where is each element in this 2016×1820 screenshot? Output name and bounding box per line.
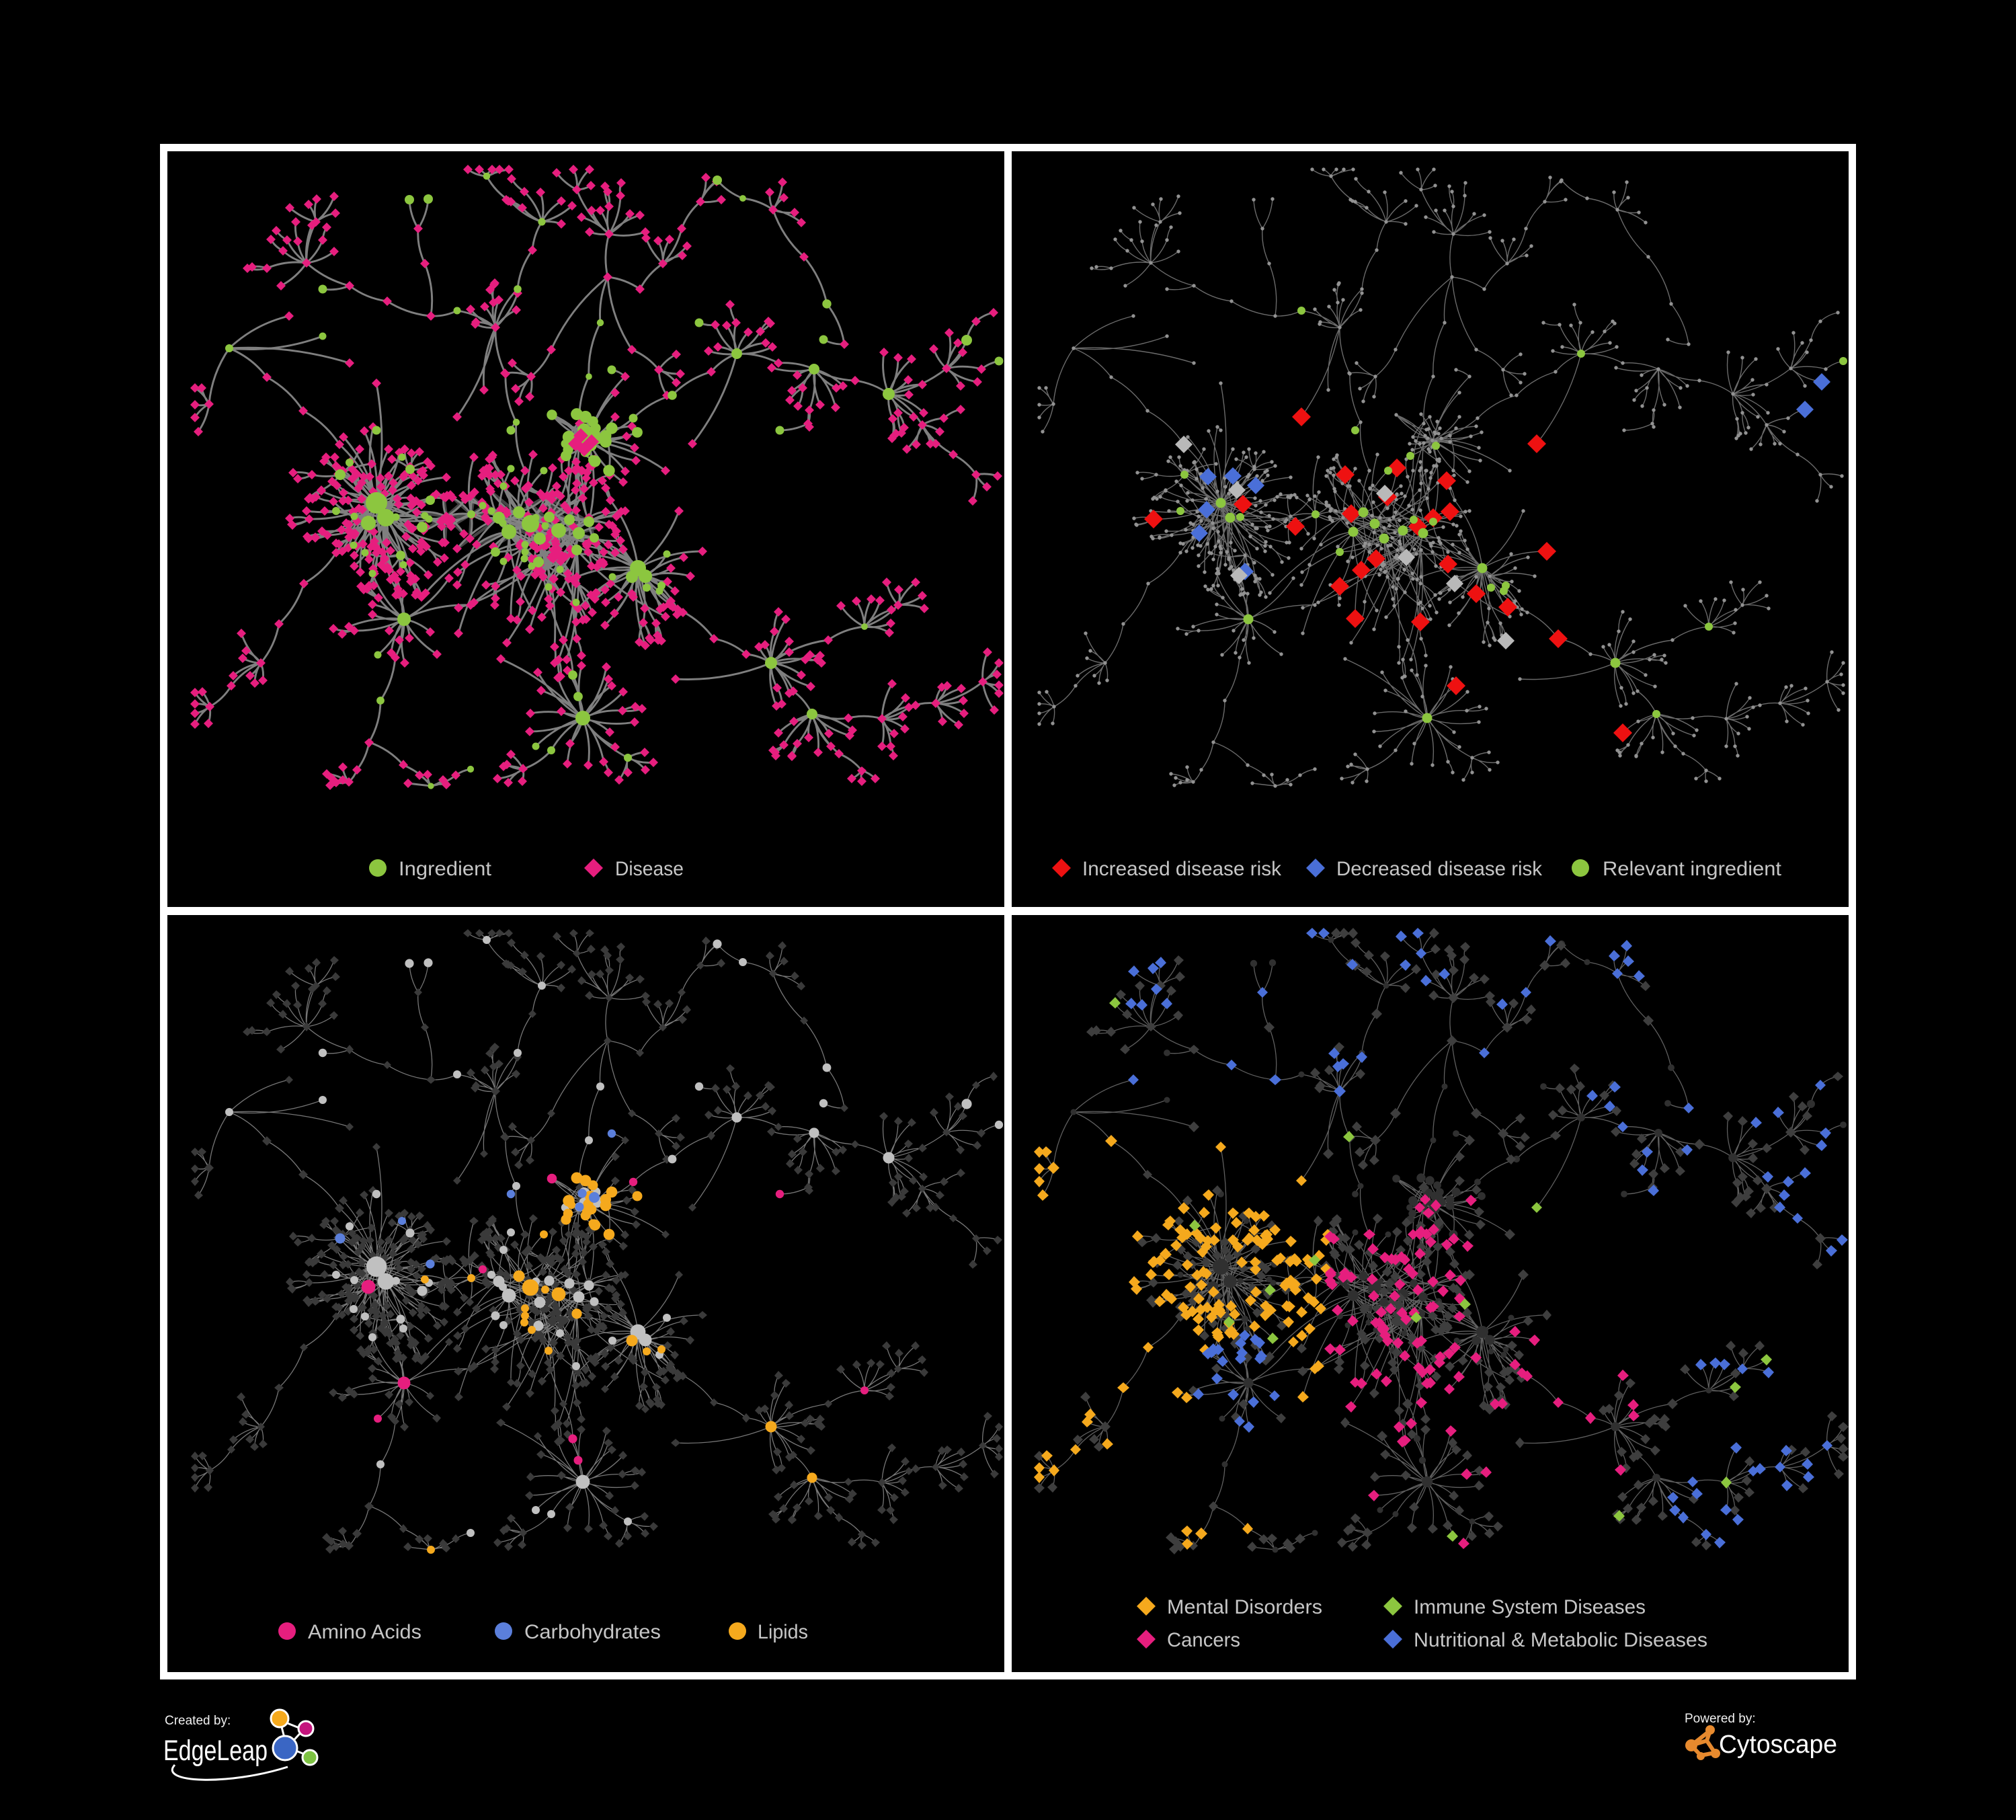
svg-text:Nutritional & Metabolic Diseas: Nutritional & Metabolic Diseases (1414, 1629, 1707, 1651)
svg-text:Decreased disease risk: Decreased disease risk (1336, 858, 1543, 880)
svg-text:Lipids: Lipids (758, 1621, 808, 1643)
svg-text:Mental Disorders: Mental Disorders (1167, 1596, 1322, 1618)
svg-text:Immune System Diseases: Immune System Diseases (1414, 1596, 1646, 1618)
svg-text:Ingredient: Ingredient (399, 858, 492, 880)
svg-text:Relevant ingredient: Relevant ingredient (1603, 858, 1782, 880)
svg-text:Cytoscape: Cytoscape (1719, 1731, 1837, 1759)
svg-text:Created by:: Created by: (165, 1714, 231, 1728)
svg-text:Amino Acids: Amino Acids (308, 1621, 421, 1643)
svg-text:Cancers: Cancers (1167, 1629, 1240, 1651)
svg-text:Disease: Disease (615, 858, 684, 880)
svg-text:EdgeLeap: EdgeLeap (163, 1735, 268, 1767)
svg-text:Carbohydrates: Carbohydrates (524, 1621, 661, 1643)
svg-text:Powered by:: Powered by: (1685, 1712, 1756, 1726)
svg-text:Increased disease risk: Increased disease risk (1082, 858, 1282, 880)
